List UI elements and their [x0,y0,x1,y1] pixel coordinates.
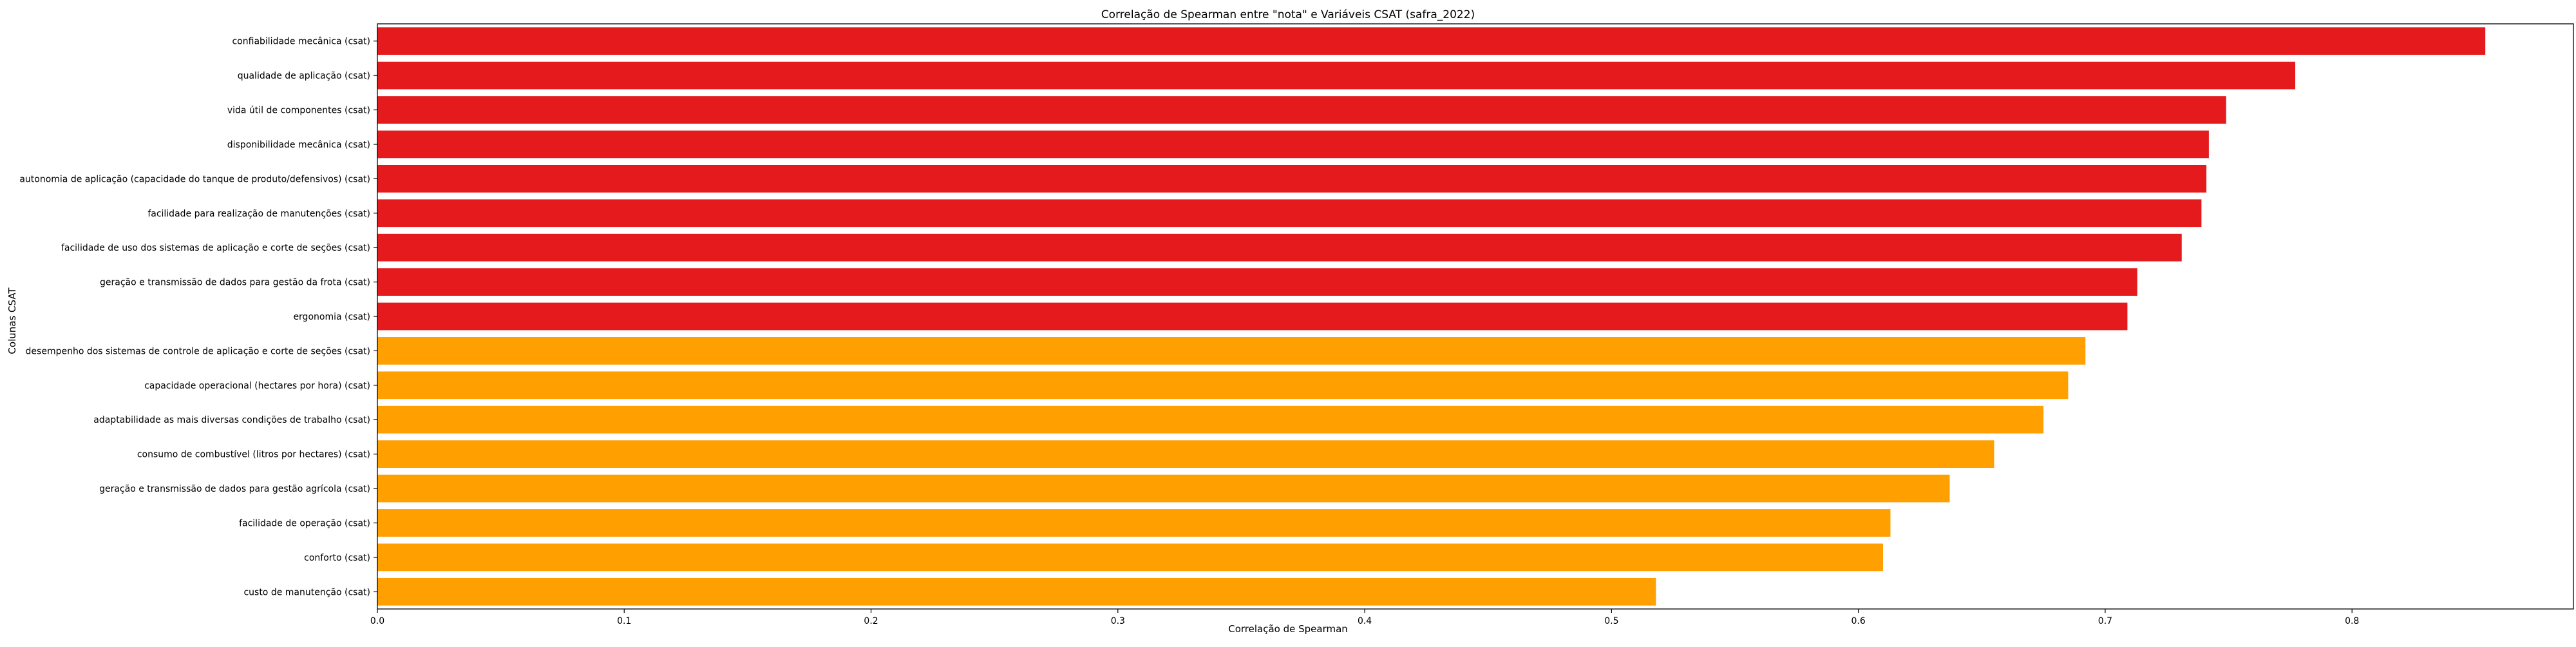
bar [377,268,2137,296]
x-tick-label: 0.7 [2098,616,2112,626]
y-tick-label: facilidade para realização de manutençõe… [147,209,370,219]
bar [377,474,1950,503]
y-tick-label: facilidade de uso dos sistemas de aplica… [61,243,370,253]
plot-frame [377,23,2574,610]
bar [377,440,1994,468]
bar [377,61,2296,90]
y-axis-label: Colunas CSAT [6,287,18,354]
bar [377,337,2086,365]
x-tick-label: 0.0 [370,616,384,626]
y-tick-label: ergonomia (csat) [293,312,370,322]
x-tick-label: 0.4 [1358,616,1372,626]
x-tick-label: 0.2 [864,616,878,626]
bar [377,199,2202,227]
bar [377,96,2226,124]
y-tick-label: disponibilidade mecânica (csat) [227,140,370,150]
x-tick-label: 0.3 [1111,616,1125,626]
y-tick-label: facilidade de operação (csat) [239,518,370,528]
bar [377,543,1883,572]
bar [377,302,2128,331]
bar [377,371,2069,400]
bar [377,233,2182,262]
x-ticks-group: 0.0 0.1 0.2 0.3 0.4 0.5 0.6 0.7 0.8 [370,609,2359,626]
y-tick-label: geração e transmissão de dados para gest… [100,278,370,288]
x-tick-label: 0.1 [617,616,631,626]
x-tick-label: 0.5 [1604,616,1618,626]
x-tick-label: 0.6 [1852,616,1866,626]
y-tick-label: qualidade de aplicação (csat) [238,71,370,81]
bars-group [377,27,2486,606]
x-axis-label: Correlação de Spearman [1228,623,1348,635]
y-tick-label: custo de manutenção (csat) [243,587,370,597]
bar [377,130,2209,159]
x-tick-label: 0.8 [2345,616,2359,626]
y-tick-label: autonomia de aplicação (capacidade do ta… [19,174,370,184]
y-tick-label: conforto (csat) [304,553,370,563]
bar [377,405,2044,434]
bar [377,164,2207,193]
y-tick-label: desempenho dos sistemas de controle de a… [26,346,370,356]
y-tick-label: confiabilidade mecânica (csat) [232,37,370,47]
chart-title: Correlação de Spearman entre "nota" e Va… [1101,8,1475,21]
bar [377,577,1656,606]
y-tick-label: vida útil de componentes (csat) [227,106,370,116]
y-tick-label: adaptabilidade as mais diversas condiçõe… [93,415,370,425]
bar [377,509,1891,537]
y-tick-label: geração e transmissão de dados para gest… [99,484,370,494]
y-ticks-group: confiabilidade mecânica (csat) qualidade … [19,37,377,597]
y-tick-label: capacidade operacional (hectares por hor… [144,381,370,391]
y-tick-label: consumo de combustível (litros por hecta… [137,450,370,460]
bar [377,27,2486,55]
